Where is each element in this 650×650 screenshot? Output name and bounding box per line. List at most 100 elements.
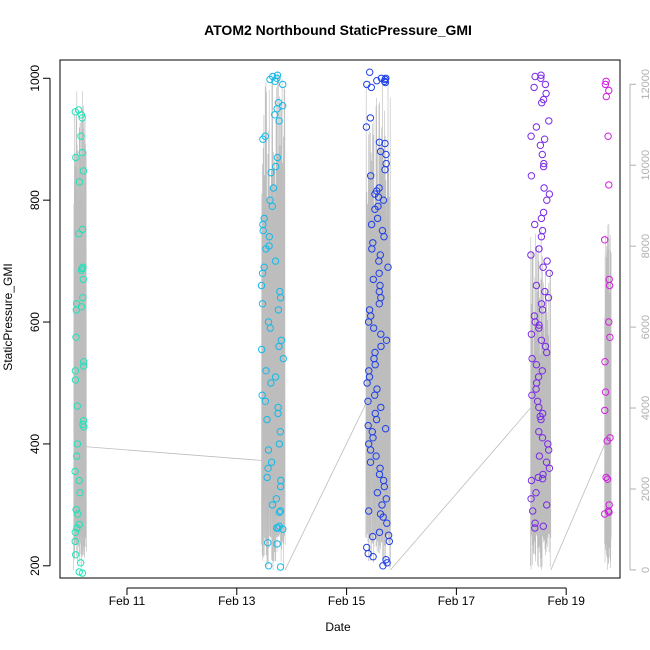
data-point bbox=[271, 77, 279, 86]
data-point bbox=[543, 501, 551, 509]
data-point bbox=[78, 225, 87, 234]
data-point bbox=[76, 489, 84, 497]
data-point bbox=[545, 190, 554, 198]
data-point bbox=[79, 294, 87, 302]
data-point bbox=[75, 476, 83, 485]
data-point bbox=[258, 269, 267, 277]
data-point bbox=[381, 166, 389, 174]
altitude-trace bbox=[604, 223, 612, 570]
data-point bbox=[266, 75, 274, 84]
data-point bbox=[268, 202, 276, 211]
data-point bbox=[72, 333, 80, 341]
data-point bbox=[365, 507, 373, 515]
data-point bbox=[371, 391, 379, 399]
data-point bbox=[379, 562, 387, 570]
data-point bbox=[72, 306, 81, 314]
data-point bbox=[372, 452, 380, 460]
data-point bbox=[377, 330, 385, 338]
data-point bbox=[538, 306, 547, 314]
data-point bbox=[264, 562, 273, 570]
data-point bbox=[537, 214, 546, 223]
data-point bbox=[539, 208, 548, 217]
data-point bbox=[276, 294, 285, 302]
data-point bbox=[537, 233, 546, 241]
data-point bbox=[257, 281, 266, 290]
data-point bbox=[263, 473, 271, 482]
data-point bbox=[602, 92, 610, 101]
data-point bbox=[72, 506, 80, 514]
data-point bbox=[540, 159, 548, 168]
data-point bbox=[79, 275, 88, 284]
chart-title: ATOM2 Northbound StaticPressure_GMI bbox=[204, 22, 472, 38]
y-axis-label: StaticPressure_GMI bbox=[1, 263, 15, 370]
data-point bbox=[364, 318, 373, 326]
y-tick-label: 400 bbox=[28, 434, 42, 454]
data-point bbox=[73, 440, 82, 448]
altitude-connector bbox=[390, 407, 531, 571]
data-point bbox=[381, 78, 390, 87]
data-point bbox=[364, 397, 372, 405]
data-point bbox=[605, 281, 614, 290]
data-point bbox=[366, 68, 374, 76]
data-point bbox=[380, 77, 389, 86]
data-point bbox=[375, 300, 383, 308]
data-point bbox=[535, 403, 543, 412]
data-point bbox=[538, 367, 546, 375]
data-point bbox=[542, 458, 551, 466]
data-point bbox=[264, 446, 273, 454]
data-point bbox=[73, 452, 81, 460]
data-point bbox=[603, 475, 612, 483]
data-point bbox=[377, 403, 385, 412]
data-point bbox=[279, 354, 287, 363]
data-point bbox=[381, 139, 389, 148]
data-point bbox=[535, 428, 543, 436]
y-tick-label: 1000 bbox=[28, 65, 42, 92]
data-point bbox=[368, 245, 376, 253]
data-point bbox=[73, 524, 81, 532]
data-point bbox=[269, 184, 278, 192]
data-point bbox=[603, 437, 611, 445]
altitude-connector bbox=[550, 444, 605, 571]
data-point bbox=[71, 528, 80, 536]
data-point bbox=[77, 559, 85, 567]
data-point bbox=[377, 342, 385, 351]
data-point bbox=[274, 409, 282, 418]
data-point bbox=[543, 348, 551, 357]
data-point bbox=[535, 245, 543, 253]
data-point bbox=[602, 473, 610, 482]
data-point bbox=[365, 373, 374, 381]
data-point bbox=[532, 281, 541, 290]
data-point bbox=[532, 385, 540, 393]
data-point bbox=[263, 415, 271, 424]
data-point bbox=[267, 379, 275, 387]
axes-layer: Feb 11 Feb 13 Feb 15 Feb 17 Feb 19 200 400 600 8… bbox=[28, 65, 650, 608]
data-point bbox=[74, 106, 83, 114]
data-point bbox=[366, 458, 375, 466]
data-point bbox=[382, 495, 390, 503]
data-point bbox=[74, 510, 82, 518]
data-point bbox=[539, 263, 547, 271]
data-point bbox=[275, 117, 283, 125]
data-point bbox=[527, 251, 535, 259]
data-point bbox=[380, 482, 388, 491]
altitude-connector bbox=[83, 446, 265, 462]
data-point bbox=[382, 150, 390, 159]
data-point bbox=[367, 83, 375, 92]
data-point bbox=[262, 245, 270, 253]
data-point bbox=[532, 123, 541, 131]
data-point bbox=[271, 257, 280, 265]
data-point bbox=[385, 537, 393, 546]
data-point bbox=[538, 475, 547, 483]
data-point bbox=[373, 214, 382, 223]
data-point bbox=[542, 89, 550, 98]
data-point bbox=[261, 397, 269, 405]
data-point bbox=[72, 551, 80, 559]
x-tick-label: Feb 17 bbox=[438, 594, 476, 608]
data-point bbox=[367, 220, 376, 229]
data-point bbox=[277, 336, 286, 344]
data-point bbox=[75, 568, 83, 576]
x-tick-label: Feb 11 bbox=[109, 594, 146, 608]
data-point bbox=[71, 367, 80, 375]
data-point bbox=[259, 226, 267, 235]
data-point bbox=[528, 391, 536, 399]
